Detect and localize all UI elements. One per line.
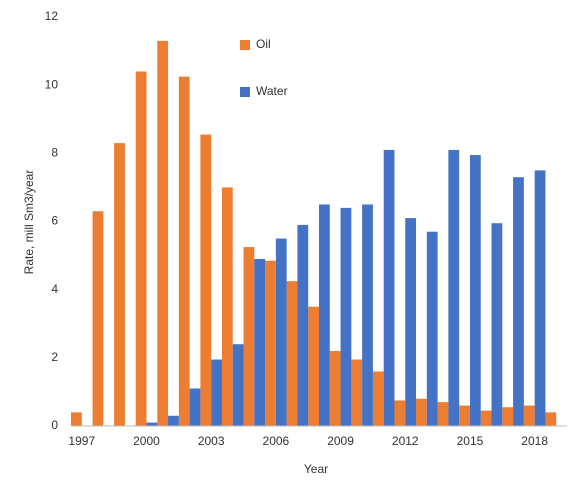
bar bbox=[523, 405, 535, 426]
bar bbox=[135, 71, 147, 427]
x-axis-label: Year bbox=[304, 462, 328, 476]
x-tick-label: 1997 bbox=[68, 434, 95, 448]
bar bbox=[114, 143, 125, 426]
y-tick-label: 4 bbox=[51, 282, 58, 296]
bar bbox=[189, 388, 201, 426]
bar bbox=[405, 218, 417, 426]
bar bbox=[297, 224, 309, 426]
y-tick-label: 12 bbox=[45, 9, 59, 23]
y-tick-label: 8 bbox=[51, 146, 58, 160]
bar bbox=[275, 238, 287, 426]
bar bbox=[168, 415, 179, 426]
legend-swatch bbox=[240, 87, 250, 97]
bar bbox=[480, 410, 492, 426]
bar bbox=[351, 359, 363, 426]
legend-label: Oil bbox=[256, 37, 271, 51]
bar bbox=[232, 344, 244, 426]
bar bbox=[545, 412, 557, 426]
legend-label: Water bbox=[256, 84, 288, 98]
bar bbox=[71, 412, 82, 426]
bar bbox=[146, 422, 158, 426]
bar bbox=[329, 351, 341, 426]
bar bbox=[308, 306, 319, 426]
y-tick-label: 0 bbox=[51, 418, 58, 432]
x-tick-label: 2000 bbox=[133, 434, 160, 448]
bar bbox=[178, 76, 190, 426]
bar bbox=[362, 204, 373, 426]
bar bbox=[221, 187, 233, 426]
bar bbox=[513, 177, 524, 426]
y-tick-label: 6 bbox=[51, 214, 58, 228]
bar bbox=[437, 402, 449, 426]
bar bbox=[200, 134, 212, 426]
bar bbox=[319, 204, 330, 426]
bar bbox=[372, 371, 384, 426]
bar bbox=[426, 231, 438, 426]
legend-swatch bbox=[240, 40, 250, 50]
bar bbox=[211, 359, 222, 426]
bar bbox=[157, 40, 169, 426]
bar bbox=[459, 405, 470, 426]
bar bbox=[448, 149, 460, 427]
bar bbox=[254, 258, 266, 426]
bar bbox=[92, 211, 104, 426]
bar bbox=[383, 149, 395, 427]
bar bbox=[416, 398, 427, 426]
x-tick-label: 2003 bbox=[198, 434, 225, 448]
x-tick-label: 2015 bbox=[457, 434, 484, 448]
bar bbox=[534, 170, 546, 426]
bar bbox=[286, 281, 298, 426]
y-tick-label: 10 bbox=[45, 77, 59, 91]
x-tick-label: 2018 bbox=[521, 434, 548, 448]
bar bbox=[502, 407, 514, 426]
bar bbox=[340, 207, 352, 426]
bar bbox=[243, 247, 255, 426]
y-tick-label: 2 bbox=[51, 350, 58, 364]
y-axis-label: Rate, mill Sm3/year bbox=[22, 170, 36, 275]
x-tick-label: 2009 bbox=[327, 434, 354, 448]
bar bbox=[265, 260, 276, 426]
bar bbox=[491, 223, 503, 426]
bar bbox=[394, 400, 406, 426]
bar bbox=[469, 155, 481, 426]
x-tick-label: 2012 bbox=[392, 434, 419, 448]
x-tick-label: 2006 bbox=[263, 434, 290, 448]
